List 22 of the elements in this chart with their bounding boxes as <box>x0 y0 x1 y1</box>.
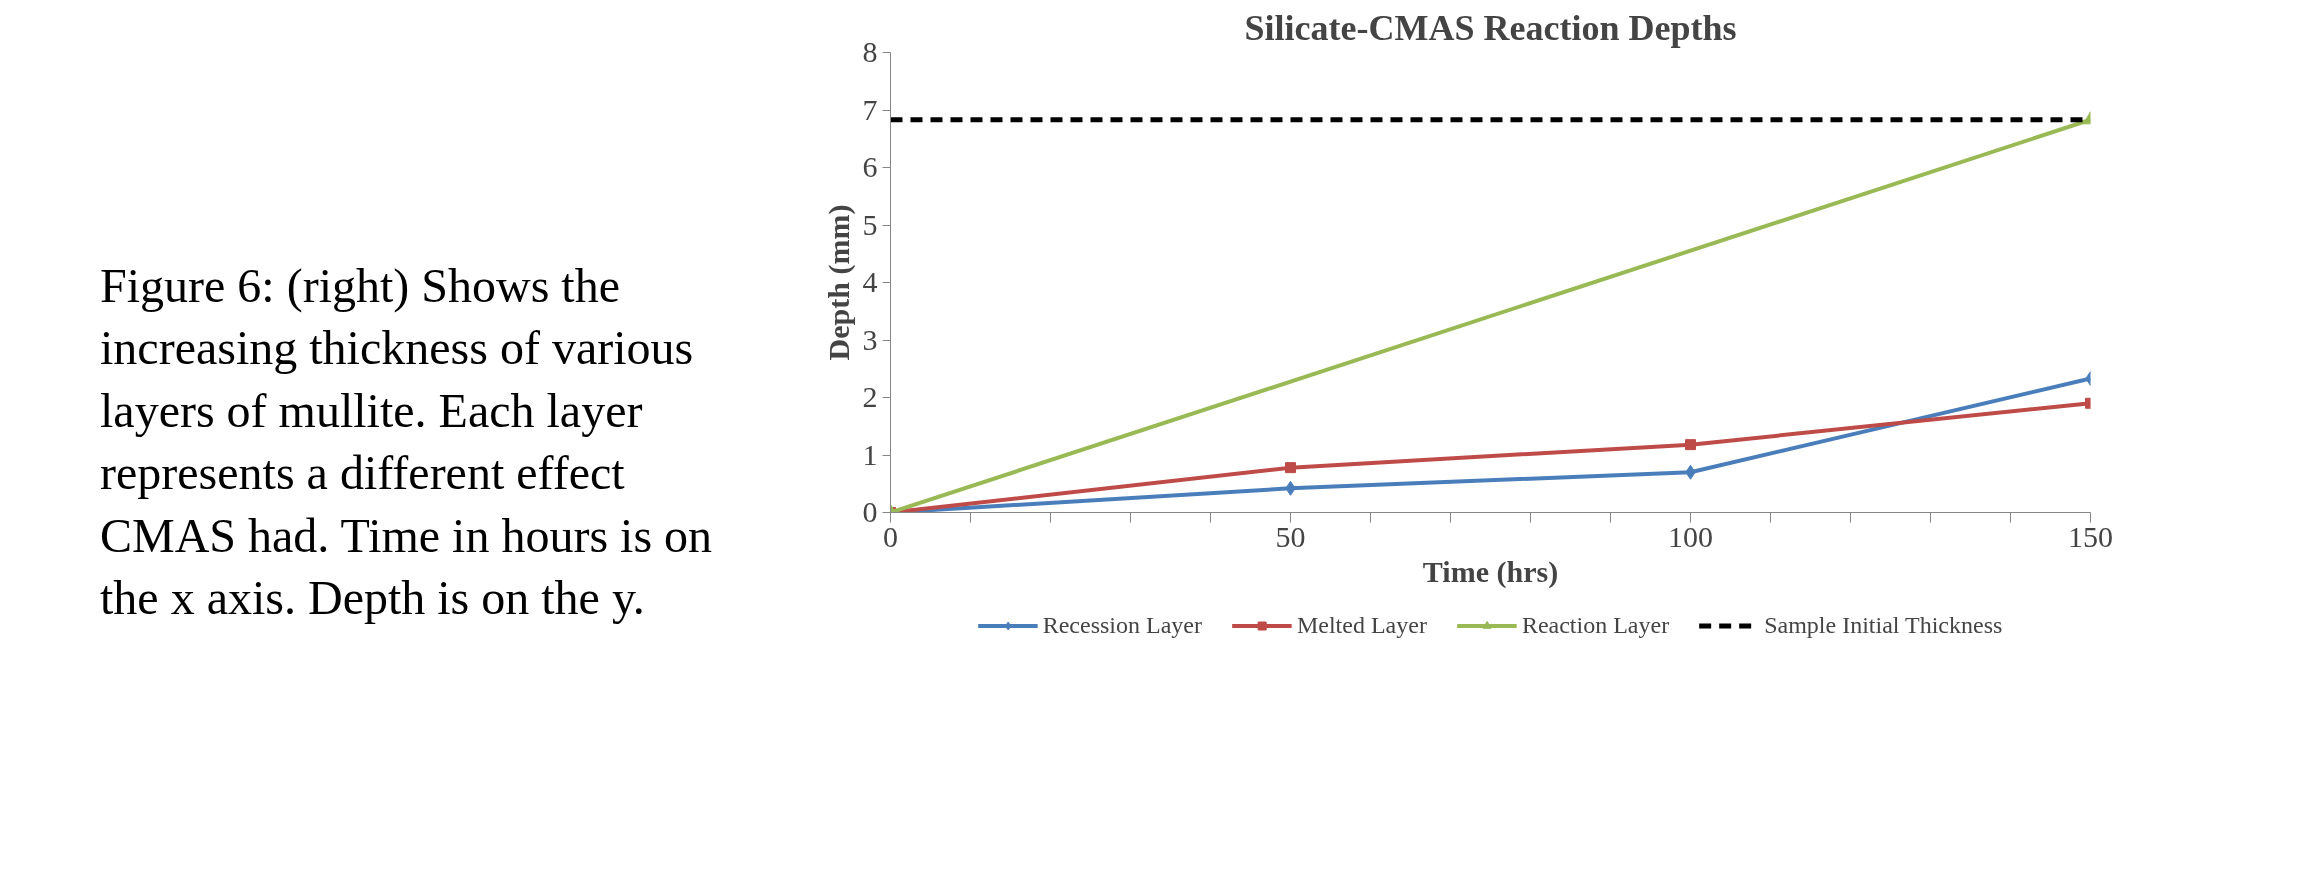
legend-label: Melted Layer <box>1296 611 1427 639</box>
x-tick-label: 50 <box>1275 519 1306 553</box>
y-tick-label: 5 <box>862 207 878 241</box>
point <box>1285 462 1296 474</box>
y-tick-label: 7 <box>862 92 878 126</box>
y-tick-label: 3 <box>862 322 878 356</box>
legend-label: Recession Layer <box>1042 611 1202 639</box>
y-tick-label: 8 <box>862 35 878 68</box>
y-tick-label: 1 <box>862 437 878 471</box>
point <box>1685 439 1696 451</box>
y-tick-label: 2 <box>862 380 878 413</box>
y-tick-label: 4 <box>862 265 878 298</box>
caption: Figure 6: (right) Shows the increasing thickness of various layers of mullite. Each layer represents a different effect CMAS had. Time in hours is on the x axis. Depth is on the y. <box>100 258 714 626</box>
y-tick-label: 0 <box>862 495 878 528</box>
x-tick-label: 150 <box>2068 519 2113 553</box>
y-tick-label: 6 <box>862 150 878 183</box>
legend-label: Reaction Layer <box>1521 611 1670 639</box>
legend-label: Sample Initial Thickness <box>1764 611 2003 639</box>
x-axis-title: Time (hrs) <box>1422 554 1559 589</box>
x-tick-label: 100 <box>1668 519 1713 553</box>
chart-title: Silicate-CMAS Reaction Depths <box>1244 7 1737 48</box>
y-axis-title: Depth (mm) <box>821 204 856 361</box>
